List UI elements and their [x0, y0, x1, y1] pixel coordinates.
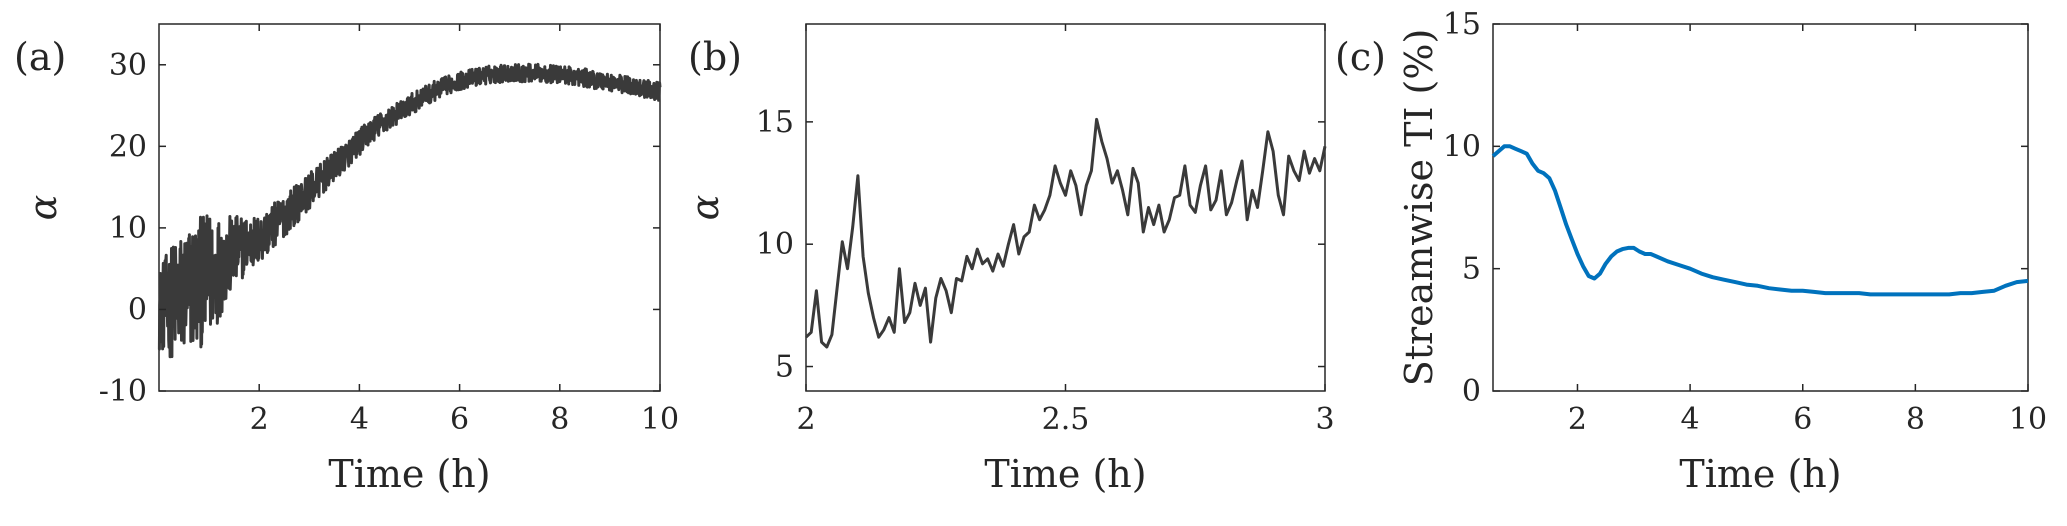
panel-c-ytick-label: 10	[1443, 129, 1481, 164]
panel-a-ytick-label: -10	[99, 374, 147, 409]
panel-a-xtick-label: 2	[250, 402, 269, 437]
panel-c-ytick-label: 15	[1443, 7, 1481, 42]
panel-b: 2 2.5 3 5 10 15 (b) Time (h) α	[683, 23, 1335, 496]
panel-b-ylabel: α	[683, 195, 727, 221]
panel-c-xtick-label: 6	[1793, 402, 1812, 437]
panel-b-ytick-label: 15	[756, 105, 794, 140]
panel-a-ytick-label: 10	[109, 211, 147, 246]
panel-c: 2 4 6 8 10 0 5 10 15 (c) Time (h) Streamwise TI …	[1335, 7, 2047, 496]
panel-b-xlabel: Time (h)	[984, 452, 1146, 496]
panel-a: 2 4 6 8 10 -10 0 10 20 30 (a) Time (h) α	[14, 23, 679, 496]
panel-a-ytick-label: 0	[128, 292, 147, 327]
panel-a-ytick-label: 30	[109, 48, 147, 83]
panel-c-ytick-label: 5	[1462, 252, 1481, 287]
panel-a-xtick-label: 6	[450, 402, 469, 437]
panel-a-ytick-label: 20	[109, 129, 147, 164]
panel-c-series-line	[1491, 144, 2029, 297]
panel-b-xtick-label: 3	[1315, 402, 1334, 437]
panel-b-ytick-label: 5	[775, 350, 794, 385]
panel-b-label: (b)	[688, 35, 742, 79]
panel-a-ylabel: α	[21, 195, 65, 221]
panel-b-series-line	[804, 117, 1327, 349]
panel-c-axes-box	[1492, 23, 2029, 392]
panel-c-xlabel: Time (h)	[1679, 452, 1841, 496]
panel-c-label: (c)	[1335, 35, 1386, 79]
panel-a-axes-box	[158, 23, 661, 392]
panel-c-xtick-label: 10	[2009, 402, 2047, 437]
panel-c-ytick-label: 0	[1462, 374, 1481, 409]
panel-a-label: (a)	[14, 35, 66, 79]
panel-a-xlabel: Time (h)	[328, 452, 490, 496]
panel-b-ytick-label: 10	[756, 227, 794, 262]
panel-c-ylabel: Streamwise TI (%)	[1397, 29, 1441, 387]
panel-c-xtick-label: 2	[1568, 402, 1587, 437]
panel-c-xtick-label: 8	[1906, 402, 1925, 437]
panel-c-xtick-label: 4	[1681, 402, 1700, 437]
panel-b-xtick-label: 2	[796, 402, 815, 437]
panel-a-xtick-label: 10	[641, 402, 679, 437]
panel-a-xtick-label: 8	[550, 402, 569, 437]
panel-a-xtick-label: 4	[350, 402, 369, 437]
panel-a-series-line	[157, 62, 662, 359]
panel-b-xtick-label: 2.5	[1042, 402, 1090, 437]
